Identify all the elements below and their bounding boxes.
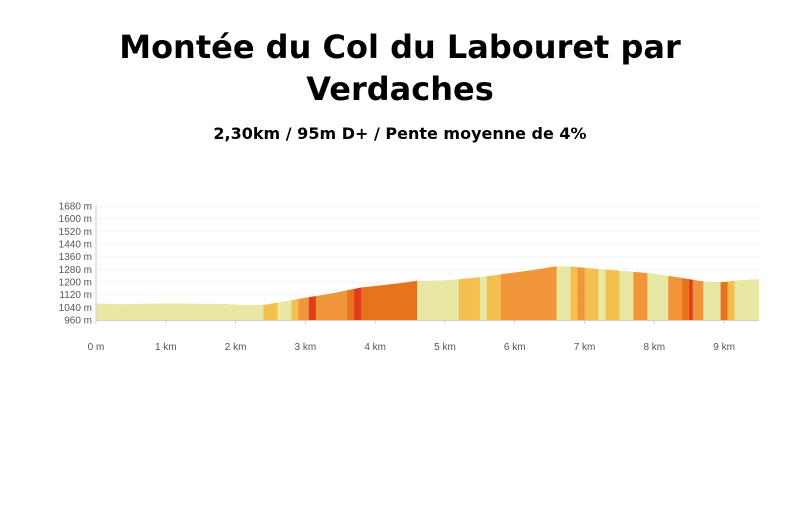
x-tick-label: 5 km xyxy=(434,342,456,353)
slope-segment xyxy=(703,266,722,320)
slope-segment xyxy=(647,266,669,320)
slope-segment xyxy=(570,266,578,320)
x-tick-label: 8 km xyxy=(643,342,665,353)
x-tick-label: 2 km xyxy=(225,342,247,353)
chart-title: Montée du Col du Labouret par Verdaches xyxy=(119,28,681,108)
x-tick-label: 9 km xyxy=(713,342,735,353)
slope-segment xyxy=(720,266,728,320)
y-tick-label: 1680 m xyxy=(59,202,92,213)
slope-segment xyxy=(315,266,348,320)
x-tick-label: 4 km xyxy=(364,342,386,353)
x-tick-label: 7 km xyxy=(574,342,596,353)
y-tick-label: 1520 m xyxy=(59,227,92,238)
slope-segment xyxy=(689,266,694,320)
y-tick-label: 1120 m xyxy=(59,290,92,301)
slope-segment xyxy=(361,266,418,320)
chart-subtitle: 2,30km / 95m D+ / Pente moyenne de 4% xyxy=(213,124,587,143)
y-tick-label: 1360 m xyxy=(59,252,92,263)
slope-segment xyxy=(298,266,310,320)
slope-segment xyxy=(458,266,481,320)
slope-segment xyxy=(619,266,634,320)
slope-segment xyxy=(633,266,648,320)
y-tick-label: 1440 m xyxy=(59,240,92,251)
x-axis-tick-labels: 0 m 1 km 2 km 3 km 4 km 5 km 6 km 7 km 8 km 9 km xyxy=(88,320,735,353)
y-tick-label: 960 m xyxy=(64,316,92,327)
slope-segment xyxy=(308,266,317,320)
slope-segment xyxy=(354,266,362,320)
slope-segment xyxy=(556,266,571,320)
slope-segment xyxy=(96,266,264,320)
slope-segment xyxy=(692,266,704,320)
slope-segment xyxy=(263,266,278,320)
slope-segments xyxy=(96,266,759,320)
y-tick-label: 1040 m xyxy=(59,303,92,314)
slope-segment xyxy=(584,266,599,320)
x-tick-label: 6 km xyxy=(504,342,526,353)
y-tick-label: 1600 m xyxy=(59,214,92,225)
slope-segment xyxy=(577,266,585,320)
slope-segment xyxy=(277,266,292,320)
axes xyxy=(95,206,759,321)
slope-segment xyxy=(486,266,502,320)
slope-segment xyxy=(347,266,355,320)
x-tick-label: 0 m xyxy=(88,342,105,353)
slope-segment xyxy=(668,266,683,320)
slope-segment xyxy=(479,266,488,320)
y-tick-label: 1280 m xyxy=(59,265,92,276)
slope-segment xyxy=(514,266,558,320)
slope-segment xyxy=(291,266,299,320)
x-tick-label: 3 km xyxy=(295,342,317,353)
slope-segment xyxy=(500,266,516,320)
slope-segment xyxy=(727,266,735,320)
slope-segment xyxy=(682,266,690,320)
slope-segment xyxy=(417,266,460,320)
slope-segment xyxy=(598,266,606,320)
slope-segment xyxy=(734,266,759,320)
slope-segment xyxy=(605,266,620,320)
x-tick-label: 1 km xyxy=(155,342,177,353)
y-tick-label: 1200 m xyxy=(59,278,92,289)
